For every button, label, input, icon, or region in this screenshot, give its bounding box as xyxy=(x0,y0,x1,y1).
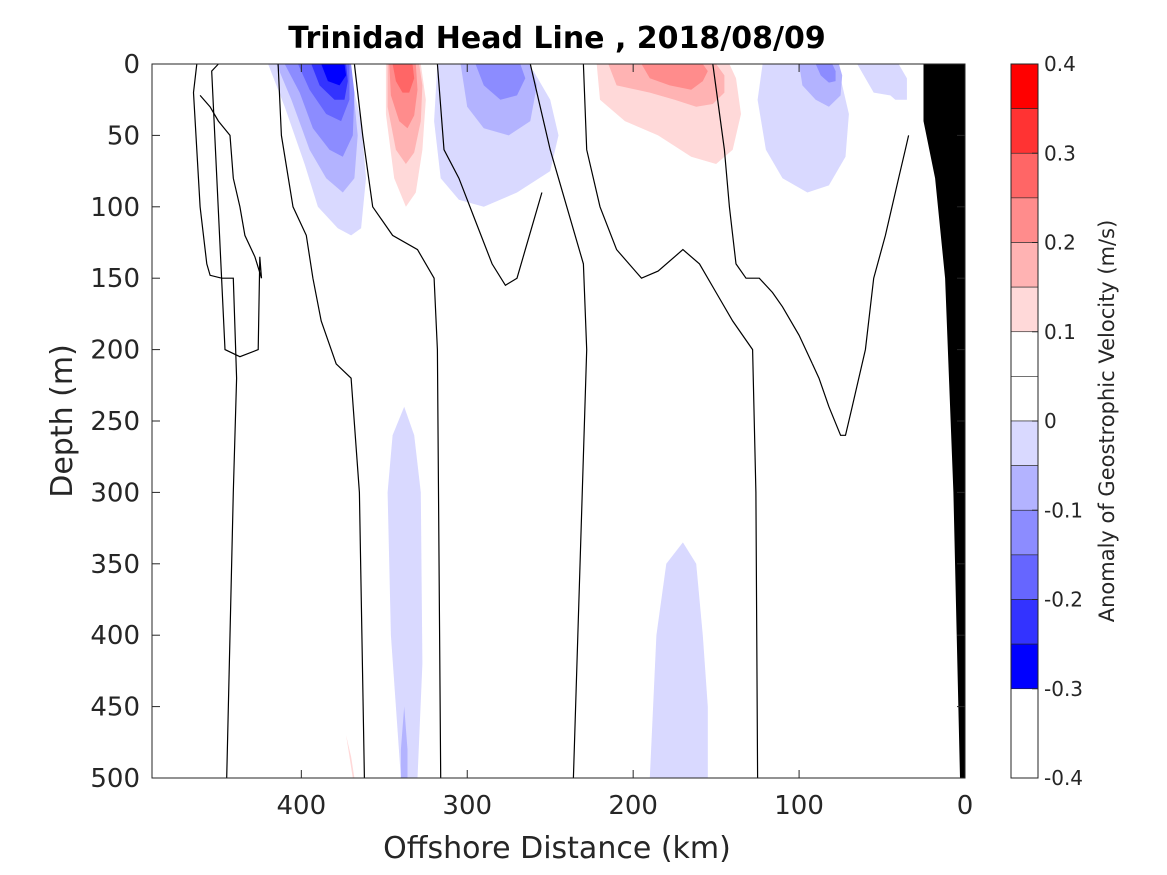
colorbar-swatches xyxy=(1010,63,1039,690)
x-tick-label: 400 xyxy=(277,791,327,821)
velocity-region-positive xyxy=(825,749,843,778)
zero-contour-line xyxy=(353,63,442,779)
y-tick-label: 450 xyxy=(90,693,140,723)
velocity-region-negative xyxy=(387,406,423,778)
velocity-region-positive xyxy=(392,64,415,93)
velocity-region-negative xyxy=(815,64,836,83)
colorbar-swatch xyxy=(1010,152,1039,199)
zero-contour-line xyxy=(211,63,263,358)
colorbar: 0.4 0.3 0.2 0.1 0 -0.1 -0.2 -0.3 -0.4 xyxy=(1010,52,1083,790)
velocity-region-positive xyxy=(346,735,357,778)
velocity-region-negative xyxy=(400,706,408,778)
zero-contour-line xyxy=(436,63,543,287)
y-tick-label: 0 xyxy=(123,50,140,80)
colorbar-swatch xyxy=(1010,509,1039,556)
colorbar-label: Anomaly of Geostrophic Velocity (m/s) xyxy=(1095,220,1119,623)
colorbar-ticks: 0.4 0.3 0.2 0.1 0 -0.1 -0.2 -0.3 -0.4 xyxy=(1032,52,1083,790)
colorbar-swatch xyxy=(1010,63,1039,109)
plot-area xyxy=(151,63,966,779)
velocity-region-positive xyxy=(311,378,368,778)
colorbar-swatch xyxy=(1010,643,1039,690)
zero-contour-line xyxy=(277,63,365,779)
y-tick-label: 250 xyxy=(90,407,140,437)
chart-title: Trinidad Head Line , 2018/08/09 xyxy=(288,21,825,56)
velocity-region-positive xyxy=(493,728,516,778)
colorbar-swatch xyxy=(1010,465,1039,511)
y-axis-label: Depth (m) xyxy=(45,344,80,498)
velocity-regions xyxy=(218,64,907,778)
colorbar-swatch xyxy=(1010,376,1039,422)
y-tick-label: 350 xyxy=(90,550,140,580)
bathymetry-seafloor xyxy=(923,64,965,778)
colorbar-swatch xyxy=(1010,286,1039,333)
y-tick-label: 400 xyxy=(90,621,140,651)
colorbar-swatch xyxy=(1010,242,1039,288)
velocity-region-positive xyxy=(641,64,708,90)
y-tick-label: 150 xyxy=(90,264,140,294)
colorbar-tick-label: 0.3 xyxy=(1044,141,1076,165)
colorbar-tick-label: -0.3 xyxy=(1044,677,1083,701)
zero-contour-line xyxy=(712,63,813,365)
colorbar-swatch xyxy=(1010,197,1039,243)
y-tick-label: 500 xyxy=(90,764,140,794)
colorbar-swatch xyxy=(1010,108,1039,154)
y-tick-label: 200 xyxy=(90,336,140,366)
zero-contour-line xyxy=(199,95,263,279)
x-axis-label: Offshore Distance (km) xyxy=(383,831,731,866)
x-axis: 400 300 200 100 0 xyxy=(277,64,974,821)
colorbar-tick-label: -0.2 xyxy=(1044,588,1083,612)
colorbar-tick-label: 0.2 xyxy=(1044,231,1076,255)
x-tick-label: 0 xyxy=(957,791,974,821)
y-tick-label: 300 xyxy=(90,478,140,508)
x-tick-label: 200 xyxy=(608,791,658,821)
colorbar-swatch xyxy=(1010,554,1039,600)
y-tick-label: 50 xyxy=(107,121,140,151)
zero-contour-line xyxy=(582,63,759,779)
colorbar-tick-label: 0.4 xyxy=(1044,52,1076,76)
colorbar-swatch xyxy=(1010,331,1039,377)
zero-contour-line xyxy=(811,135,910,436)
zero-contour-line xyxy=(529,63,588,779)
colorbar-tick-label: 0 xyxy=(1044,409,1057,433)
velocity-region-negative xyxy=(321,64,347,86)
x-tick-label: 100 xyxy=(774,791,824,821)
colorbar-swatch xyxy=(1010,420,1039,466)
velocity-region-negative xyxy=(475,64,526,100)
colorbar-swatch xyxy=(1010,599,1039,645)
y-tick-label: 100 xyxy=(90,193,140,223)
colorbar-tick-label: 0.1 xyxy=(1044,320,1076,344)
colorbar-tick-label: -0.1 xyxy=(1044,498,1083,522)
velocity-region-negative xyxy=(649,542,708,778)
colorbar-tick-label: -0.4 xyxy=(1044,766,1083,790)
zero-contours xyxy=(192,63,910,779)
plot-background xyxy=(152,64,965,778)
x-tick-label: 300 xyxy=(442,791,492,821)
velocity-region-positive xyxy=(218,64,255,143)
y-axis: 0 50 100 150 200 250 300 350 400 450 500 xyxy=(90,50,965,794)
velocity-region-negative xyxy=(857,64,907,100)
